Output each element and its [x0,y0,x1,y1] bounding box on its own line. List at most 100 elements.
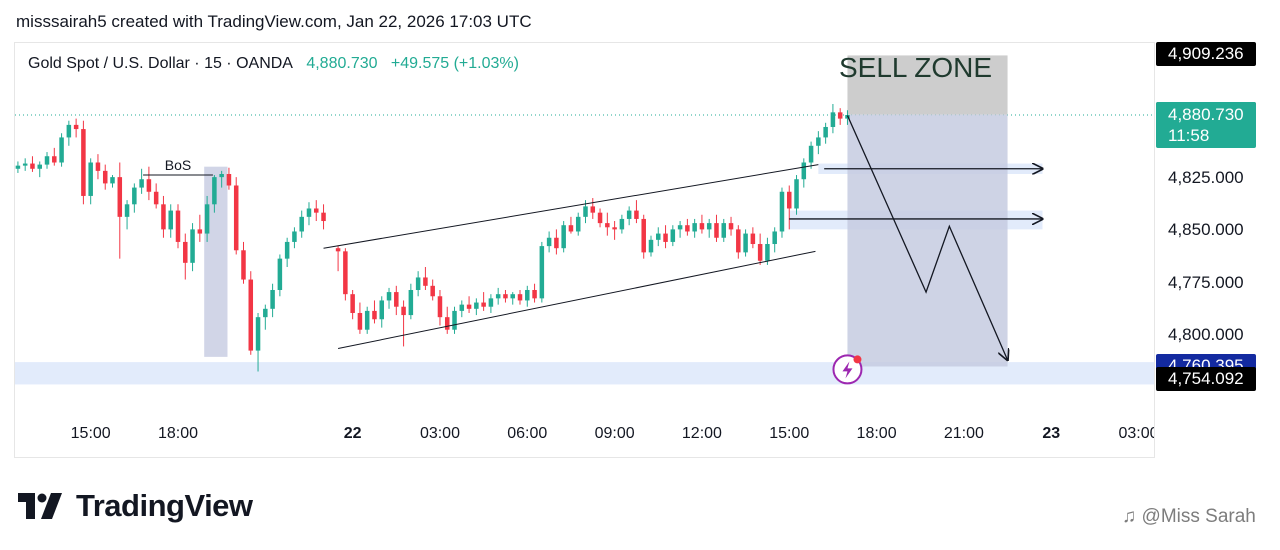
bos-label: BoS [165,157,191,173]
candle-body [102,170,108,184]
candle-body [233,185,239,251]
candle-body [648,239,654,253]
candle-body [692,223,697,232]
candle-body [248,279,254,351]
lightning-icon [832,354,863,385]
candle [517,289,523,305]
candle [241,241,246,284]
candle [379,296,385,328]
candle-body [350,294,355,313]
watermark-text: @Miss Sarah [1141,506,1256,527]
candle-body [495,294,501,299]
candle-body [816,137,821,146]
candle-body [212,177,217,205]
tradingview-logo[interactable]: TradingView [18,488,253,524]
candle [750,227,756,249]
candle [52,147,57,166]
candle [110,175,115,188]
candle [73,118,79,138]
candle [321,204,326,230]
candle-body [44,156,50,165]
candle-body [314,208,319,213]
sell-zone-header [847,55,1008,115]
candle [95,154,101,180]
candle [641,214,646,259]
candle [270,283,275,318]
candle-body [685,225,690,232]
candle-body [728,223,734,230]
candle [801,158,807,188]
price-chart[interactable]: BoS SELL ZONE 15:00 18:00 22 03:00 06:00 09:00 1… [15,43,1155,458]
candle-body [597,212,603,224]
candle-body [590,206,596,213]
candle [343,248,348,301]
candle [699,214,705,234]
candle-body [823,126,828,138]
candle-body [357,312,363,330]
candle [219,170,224,188]
candle [488,294,494,313]
candle-body [430,285,435,297]
candle [590,198,596,219]
candle-body [52,156,57,163]
chart-area[interactable]: BoS SELL ZONE 15:00 18:00 22 03:00 06:00 09:00 1… [14,42,1155,458]
candle-body [488,298,494,307]
price-axis-label: 4,775.000 [1168,272,1244,292]
candle [299,210,304,238]
candle-body [423,277,428,286]
candle [44,152,50,169]
candle-body [66,124,72,138]
candle-body [263,308,268,318]
candle-body [183,241,188,263]
candle [561,221,566,253]
candle-body [161,204,166,230]
candle [430,279,435,301]
support-band-0 [15,362,1154,385]
candle-body [830,112,836,127]
candle-body [226,174,232,186]
candle-body [539,246,545,299]
candle [66,120,72,146]
candle-body [197,229,203,234]
candle-body [546,237,552,247]
candle [525,285,530,307]
candle-body [481,302,486,307]
candle-body [401,306,406,316]
candle [670,225,676,247]
candle [656,227,661,247]
candle [248,271,254,355]
candle [102,164,108,190]
candle-body [117,177,123,217]
candle-body [459,304,465,311]
candle [183,233,188,280]
candle [794,175,799,215]
candle [714,214,719,242]
channel-lower-line [337,250,816,350]
candle [546,231,552,253]
candle-body [15,165,21,169]
candle-body [706,223,712,230]
time-axis-label: 22 [344,425,362,442]
candle [466,296,472,313]
price-change: +49.575 (+1.03%) [390,55,519,72]
candle-body [37,164,42,169]
candle-body [626,210,632,219]
candle-body [808,145,814,163]
candle [532,283,537,303]
candle-body [379,300,385,320]
price-axis-label: 4,800.000 [1168,324,1244,344]
candle [372,300,377,324]
candle-body [146,179,152,192]
candle [575,212,581,236]
candle [612,221,617,240]
candle [634,200,639,224]
price-tag-black: 4,754.092 [1156,366,1256,391]
candle-body [386,292,392,301]
candle [81,120,86,205]
price-tag-value: 4,880.730 [1168,105,1244,124]
candle-body [837,112,843,119]
chart-attribution: misssairah5 created with TradingView.com… [16,12,532,31]
candle [408,283,414,320]
candle-body [757,244,763,261]
candle-body [772,231,777,245]
